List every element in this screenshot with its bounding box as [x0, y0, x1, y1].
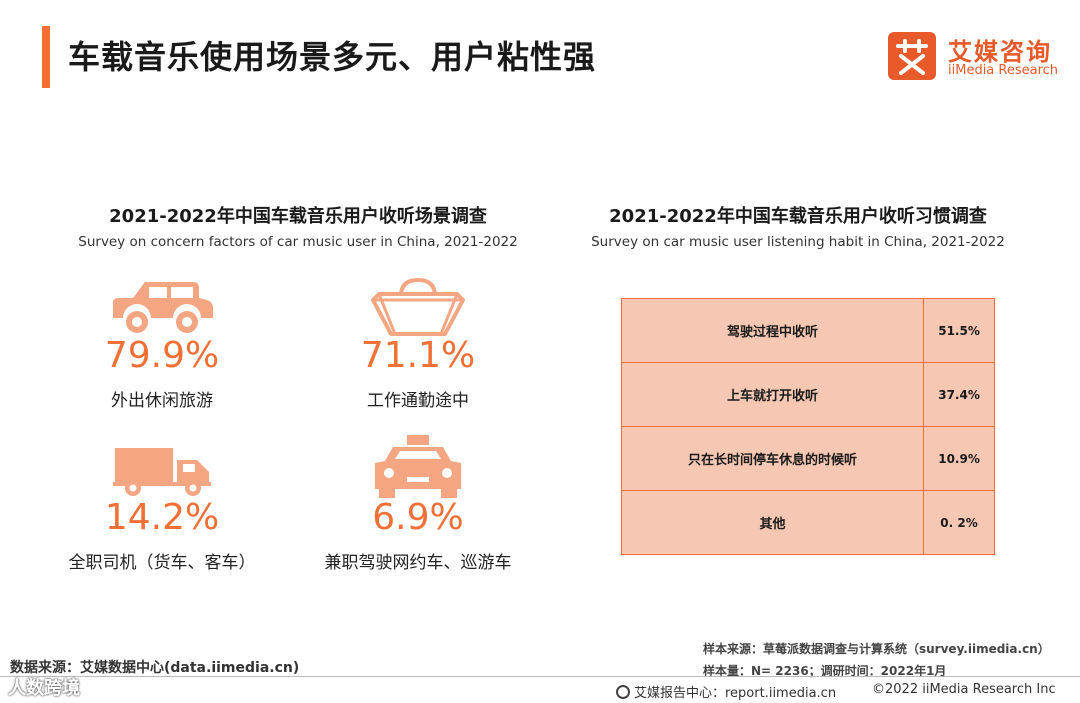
scenario-stat-commute: 71.1% 工作通勤途中	[318, 278, 518, 411]
habit-label-long-parking: 只在长时间停车休息的时候听	[620, 426, 925, 491]
page-title: 车载音乐使用场景多元、用户粘性强	[68, 38, 597, 76]
habit-label-other: 其他	[620, 490, 925, 555]
scenario-label-leisure-travel: 外出休闲旅游	[111, 391, 213, 411]
truck-icon	[113, 448, 211, 496]
habit-label-on-boarding: 上车就打开收听	[620, 362, 925, 427]
habit-value-long-parking: 10.9%	[923, 426, 995, 491]
report-center-link[interactable]: 艾媒报告中心：report.iimedia.cn	[634, 686, 837, 701]
sample-size: 样本量：N= 2236；调研时间：2022年1月	[703, 664, 947, 678]
suv-car-icon	[113, 282, 213, 333]
scenario-stat-leisure-travel: 79.9% 外出休闲旅游	[62, 278, 262, 411]
habit-label-while-driving: 驾驶过程中收听	[620, 298, 925, 363]
footer-divider	[0, 676, 1080, 677]
handbag-icon	[371, 278, 465, 336]
brand-name-en: iiMedia Research	[948, 63, 1059, 78]
scenario-chart-subtitle: Survey on concern factors of car music u…	[78, 234, 518, 250]
sample-source: 样本来源：草莓派数据调查与计算系统（survey.iimedia.cn）	[703, 642, 1050, 656]
habit-value-other: 0. 2%	[923, 490, 995, 555]
scenario-label-parttime-rideshare: 兼职驾驶网约车、巡游车	[324, 553, 512, 573]
table-row: 其他 0. 2%	[620, 490, 995, 555]
scenario-stat-parttime-rideshare: 6.9% 兼职驾驶网约车、巡游车	[318, 435, 518, 573]
copyright: ©2022 iiMedia Research Inc	[872, 682, 1056, 697]
habit-value-on-boarding: 37.4%	[923, 362, 995, 427]
scenario-chart-title: 2021-2022年中国车载音乐用户收听场景调查	[109, 206, 487, 227]
taxi-icon	[375, 435, 461, 498]
table-row: 只在长时间停车休息的时候听 10.9%	[620, 426, 995, 491]
globe-icon	[616, 685, 630, 699]
table-row: 上车就打开收听 37.4%	[620, 362, 995, 427]
habit-value-while-driving: 51.5%	[923, 298, 995, 363]
scenario-value-commute: 71.1%	[360, 335, 476, 376]
scenario-value-leisure-travel: 79.9%	[104, 335, 220, 376]
brand-logo: 艾媒咨询 iiMedia Research	[888, 32, 1068, 82]
scenario-label-fulltime-driver: 全职司机（货车、客车）	[68, 553, 256, 573]
habit-table: 驾驶过程中收听 51.5% 上车就打开收听 37.4% 只在长时间停车休息的时候…	[620, 298, 995, 555]
table-row: 驾驶过程中收听 51.5%	[620, 298, 995, 363]
scenario-value-parttime-rideshare: 6.9%	[372, 497, 464, 538]
brand-logo-icon	[888, 32, 936, 80]
habit-chart-title: 2021-2022年中国车载音乐用户收听习惯调查	[609, 206, 987, 227]
title-accent-bar	[42, 26, 50, 88]
watermark: 人数跨境	[8, 678, 80, 699]
habit-chart-subtitle: Survey on car music user listening habit…	[591, 234, 1005, 250]
scenario-value-fulltime-driver: 14.2%	[104, 497, 220, 538]
brand-name-cn: 艾媒咨询	[948, 38, 1052, 66]
scenario-label-commute: 工作通勤途中	[367, 391, 469, 411]
scenario-stat-fulltime-driver: 14.2% 全职司机（货车、客车）	[62, 440, 262, 573]
report-center: 艾媒报告中心：report.iimedia.cn	[616, 682, 836, 701]
data-source: 数据来源：艾媒数据中心(data.iimedia.cn)	[10, 660, 300, 676]
